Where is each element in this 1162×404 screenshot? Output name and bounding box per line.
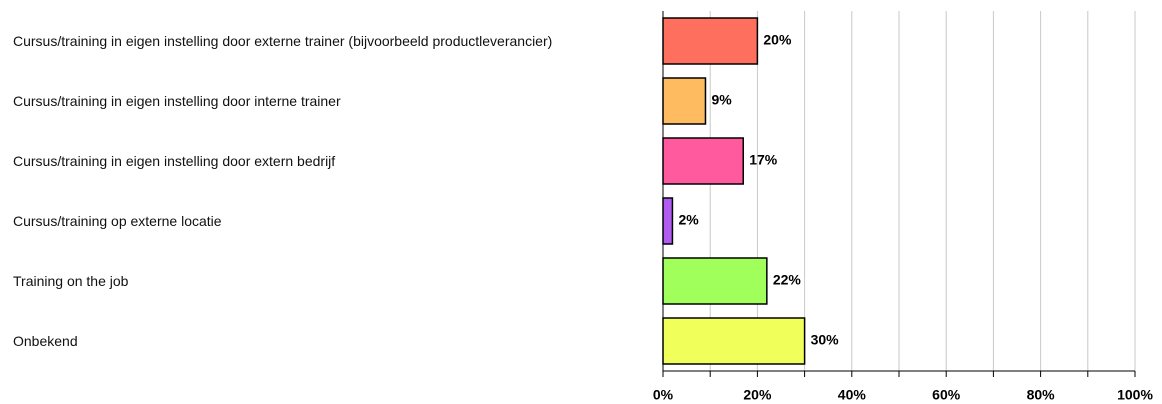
- bar: [662, 257, 768, 305]
- x-tick-label: 80%: [1027, 387, 1056, 403]
- x-tick-label: 0%: [653, 387, 674, 403]
- category-label: Cursus/training op externe locatie: [13, 213, 222, 229]
- category-label: Training on the job: [13, 273, 129, 289]
- bar: [662, 317, 806, 365]
- category-label: Cursus/training in eigen instelling door…: [13, 153, 336, 169]
- bar: [662, 77, 707, 125]
- category-label: Cursus/training in eigen instelling door…: [13, 33, 553, 49]
- category-label: Onbekend: [13, 333, 78, 349]
- bar: [662, 17, 759, 65]
- category-label: Cursus/training in eigen instelling door…: [13, 93, 341, 109]
- bar: [662, 197, 674, 245]
- value-label: 22%: [773, 272, 802, 288]
- x-tick-label: 20%: [743, 387, 772, 403]
- x-tick-label: 40%: [838, 387, 867, 403]
- value-label: 2%: [678, 212, 699, 228]
- x-tick-label: 60%: [932, 387, 961, 403]
- value-label: 17%: [749, 152, 778, 168]
- value-label: 30%: [811, 332, 840, 348]
- x-tick-label: 100%: [1117, 387, 1153, 403]
- value-label: 9%: [711, 92, 732, 108]
- value-label: 20%: [763, 32, 792, 48]
- bar: [662, 137, 744, 185]
